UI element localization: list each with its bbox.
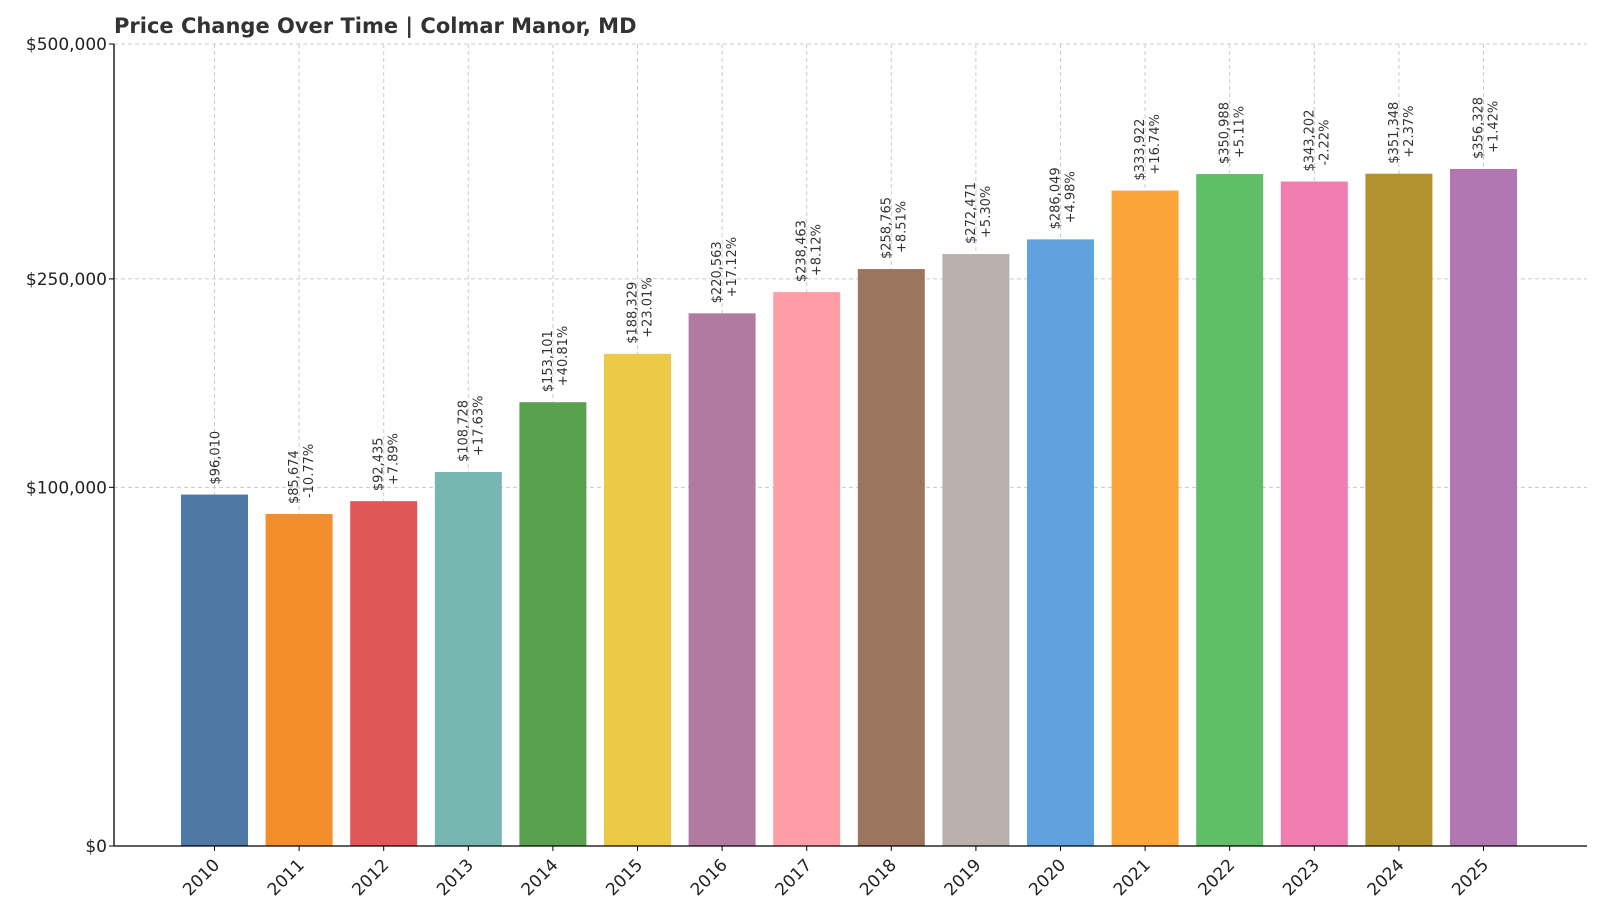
bar-2025 bbox=[1450, 168, 1517, 847]
value-label: $96,010 bbox=[209, 431, 224, 485]
x-tick-label: 2011 bbox=[264, 855, 309, 900]
change-label: +1.42% bbox=[1487, 101, 1502, 153]
x-tick-label: 2015 bbox=[602, 855, 647, 900]
bar-2011 bbox=[265, 514, 333, 846]
value-label: $153,101 bbox=[541, 330, 556, 392]
x-tick-label: 2010 bbox=[179, 855, 224, 900]
x-tick-label: 2022 bbox=[1194, 855, 1239, 900]
change-label: +40.81% bbox=[556, 326, 571, 386]
change-label: +7.89% bbox=[387, 433, 402, 485]
value-label: $286,049 bbox=[1049, 167, 1064, 229]
bar-2010 bbox=[181, 494, 248, 846]
value-label: $351,348 bbox=[1387, 102, 1402, 164]
x-tick-label: 2025 bbox=[1448, 855, 1493, 900]
x-tick-label: 2012 bbox=[349, 855, 394, 900]
change-label: +23.01% bbox=[641, 277, 656, 337]
change-label: +8.51% bbox=[894, 201, 909, 253]
y-tick-label: $500,000 bbox=[26, 35, 107, 55]
x-tick-label: 2021 bbox=[1110, 855, 1155, 900]
value-label: $343,202 bbox=[1302, 110, 1317, 172]
bar-2020 bbox=[1027, 239, 1094, 847]
y-tick-label: $0 bbox=[85, 837, 107, 857]
x-tick-label: 2013 bbox=[433, 855, 478, 900]
change-label: +5.30% bbox=[979, 186, 994, 238]
bar-2015 bbox=[604, 353, 671, 846]
change-label: +16.74% bbox=[1148, 114, 1163, 174]
change-label: +17.63% bbox=[471, 396, 486, 456]
bar-2019 bbox=[942, 253, 1010, 846]
x-tick-label: 2019 bbox=[941, 855, 986, 900]
x-tick-label: 2018 bbox=[856, 855, 901, 900]
change-label: +2.37% bbox=[1402, 106, 1417, 158]
bar-2023 bbox=[1280, 181, 1348, 846]
bar-2018 bbox=[857, 269, 925, 846]
x-tick-label: 2024 bbox=[1364, 855, 1409, 900]
bar-2013 bbox=[434, 472, 502, 846]
bar-2012 bbox=[350, 501, 418, 846]
value-label: $108,728 bbox=[456, 400, 471, 462]
value-label: $92,435 bbox=[372, 437, 387, 491]
x-tick-label: 2020 bbox=[1025, 855, 1070, 900]
chart-title: Price Change Over Time | Colmar Manor, M… bbox=[114, 14, 637, 39]
y-tick-label: $100,000 bbox=[26, 478, 107, 498]
change-label: -10.77% bbox=[302, 444, 317, 498]
change-label: +8.12% bbox=[810, 224, 825, 276]
value-label: $188,329 bbox=[626, 282, 641, 344]
x-tick-label: 2014 bbox=[518, 855, 563, 900]
bar-2022 bbox=[1196, 174, 1264, 847]
value-label: $272,471 bbox=[964, 182, 979, 244]
value-label: $85,674 bbox=[287, 450, 302, 504]
data-labels: $96,010 $85,674 -10.77% $92,435 +7.89% $108,7… bbox=[209, 97, 1502, 504]
value-label: $220,563 bbox=[710, 241, 725, 303]
bar-2017 bbox=[773, 292, 841, 847]
value-label: $356,328 bbox=[1472, 97, 1487, 159]
change-label: -2.22% bbox=[1317, 120, 1332, 166]
value-label: $333,922 bbox=[1133, 119, 1148, 181]
value-label: $238,463 bbox=[795, 220, 810, 282]
change-label: +4.98% bbox=[1064, 171, 1079, 223]
bar-2021 bbox=[1111, 190, 1179, 846]
change-label: +5.11% bbox=[1233, 106, 1248, 158]
x-tick-label: 2023 bbox=[1279, 855, 1324, 900]
y-tick-label: $250,000 bbox=[26, 270, 107, 290]
bar-2014 bbox=[519, 402, 587, 846]
x-tick-label: 2017 bbox=[772, 855, 817, 900]
bar-2016 bbox=[688, 313, 756, 846]
change-label: +17.12% bbox=[725, 237, 740, 297]
bar-2024 bbox=[1365, 173, 1433, 846]
value-label: $350,988 bbox=[1218, 102, 1233, 164]
bars bbox=[181, 168, 1517, 847]
value-label: $258,765 bbox=[879, 197, 894, 259]
x-tick-label: 2016 bbox=[687, 855, 732, 900]
